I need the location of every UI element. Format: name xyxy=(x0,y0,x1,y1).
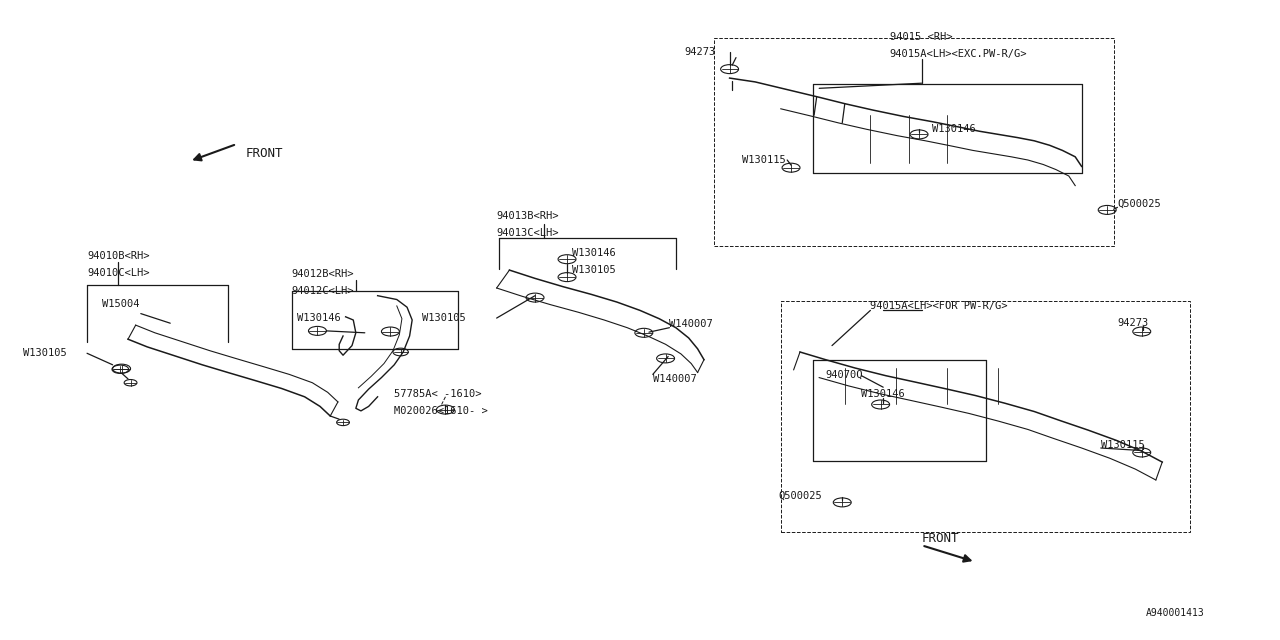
Text: 94273: 94273 xyxy=(1117,318,1148,328)
Text: Q500025: Q500025 xyxy=(1117,198,1161,209)
Text: W130146: W130146 xyxy=(861,388,905,399)
Bar xyxy=(714,38,1114,246)
Text: W130146: W130146 xyxy=(297,313,340,323)
Text: W130115: W130115 xyxy=(1101,440,1144,450)
Text: 94012B<RH>: 94012B<RH> xyxy=(292,269,355,279)
Text: W15004: W15004 xyxy=(102,299,140,309)
Text: W130105: W130105 xyxy=(572,265,616,275)
Text: M020026<1610- >: M020026<1610- > xyxy=(394,406,488,416)
Text: FRONT: FRONT xyxy=(246,147,283,160)
Text: FRONT: FRONT xyxy=(922,532,959,545)
Text: 94015 <RH>: 94015 <RH> xyxy=(890,32,952,42)
Text: 94013C<LH>: 94013C<LH> xyxy=(497,228,559,238)
Text: W130115: W130115 xyxy=(742,155,786,165)
Text: W140007: W140007 xyxy=(669,319,713,330)
Text: 94013B<RH>: 94013B<RH> xyxy=(497,211,559,221)
Text: W130146: W130146 xyxy=(572,248,616,258)
Text: A940001413: A940001413 xyxy=(1146,608,1204,618)
Text: 94273: 94273 xyxy=(685,47,716,58)
Text: 94010C<LH>: 94010C<LH> xyxy=(87,268,150,278)
Text: 94010B<RH>: 94010B<RH> xyxy=(87,251,150,261)
Text: Q500025: Q500025 xyxy=(778,491,822,501)
Text: W130146: W130146 xyxy=(932,124,975,134)
Text: 94015A<LH><EXC.PW-R/G>: 94015A<LH><EXC.PW-R/G> xyxy=(890,49,1027,60)
Text: W140007: W140007 xyxy=(653,374,696,384)
Text: 94070Q: 94070Q xyxy=(826,369,863,380)
Bar xyxy=(781,301,1190,532)
Text: 57785A< -1610>: 57785A< -1610> xyxy=(394,388,481,399)
Text: W130105: W130105 xyxy=(422,313,466,323)
Text: W130105: W130105 xyxy=(23,348,67,358)
Text: 94015A<LH><FOR PW-R/G>: 94015A<LH><FOR PW-R/G> xyxy=(870,301,1007,311)
Text: 94012C<LH>: 94012C<LH> xyxy=(292,286,355,296)
